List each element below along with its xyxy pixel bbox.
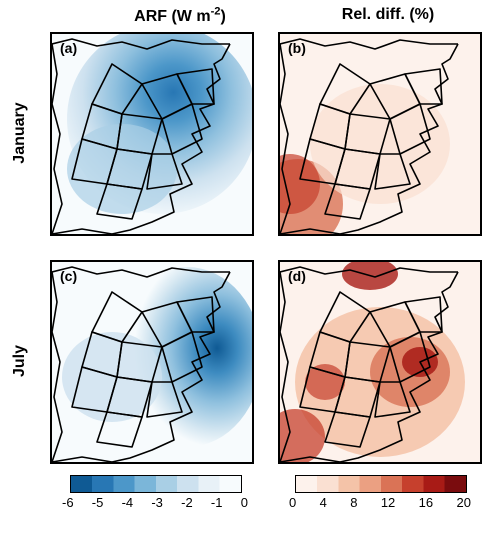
tick-label: -1	[211, 495, 223, 510]
tick-label: 4	[320, 495, 327, 510]
tick-label: 0	[241, 495, 248, 510]
tick-label: 0	[289, 495, 296, 510]
tick-label: -3	[151, 495, 163, 510]
tick-label: 8	[350, 495, 357, 510]
col-title-reldiff-text: Rel. diff. (%)	[342, 6, 434, 23]
colorbar-arf-ticks: -6 -5 -4 -3 -2 -1 0	[62, 495, 248, 510]
panel-d: (d)	[278, 260, 482, 464]
tick-label: -2	[181, 495, 193, 510]
panel-c-map	[52, 262, 252, 462]
colorbar-arf	[70, 475, 242, 493]
panel-c: (c)	[50, 260, 254, 464]
panel-d-map	[280, 262, 480, 462]
panel-b-label: (b)	[288, 40, 306, 56]
tick-label: -6	[62, 495, 74, 510]
tick-label: -4	[122, 495, 134, 510]
tick-label: -5	[92, 495, 104, 510]
colorbar-reldiff	[295, 475, 467, 493]
panel-c-label: (c)	[60, 268, 77, 284]
panel-a: (a)	[50, 32, 254, 236]
tick-label: 12	[381, 495, 395, 510]
panel-a-label: (a)	[60, 40, 77, 56]
figure-root: ARF (W m-2) Rel. diff. (%) January July	[0, 0, 500, 537]
col-title-arf-text: ARF (W m-2)	[134, 8, 226, 25]
tick-label: 20	[457, 495, 471, 510]
panel-b-map	[280, 34, 480, 234]
tick-label: 16	[419, 495, 433, 510]
col-title-reldiff: Rel. diff. (%)	[308, 6, 468, 24]
panel-a-map	[52, 34, 252, 234]
colorbar-reldiff-ticks: 0 4 8 12 16 20	[289, 495, 471, 510]
col-title-arf: ARF (W m-2)	[100, 6, 260, 26]
row-title-january: January	[11, 93, 29, 173]
row-title-july: July	[11, 321, 29, 401]
panel-b: (b)	[278, 32, 482, 236]
panel-d-label: (d)	[288, 268, 306, 284]
